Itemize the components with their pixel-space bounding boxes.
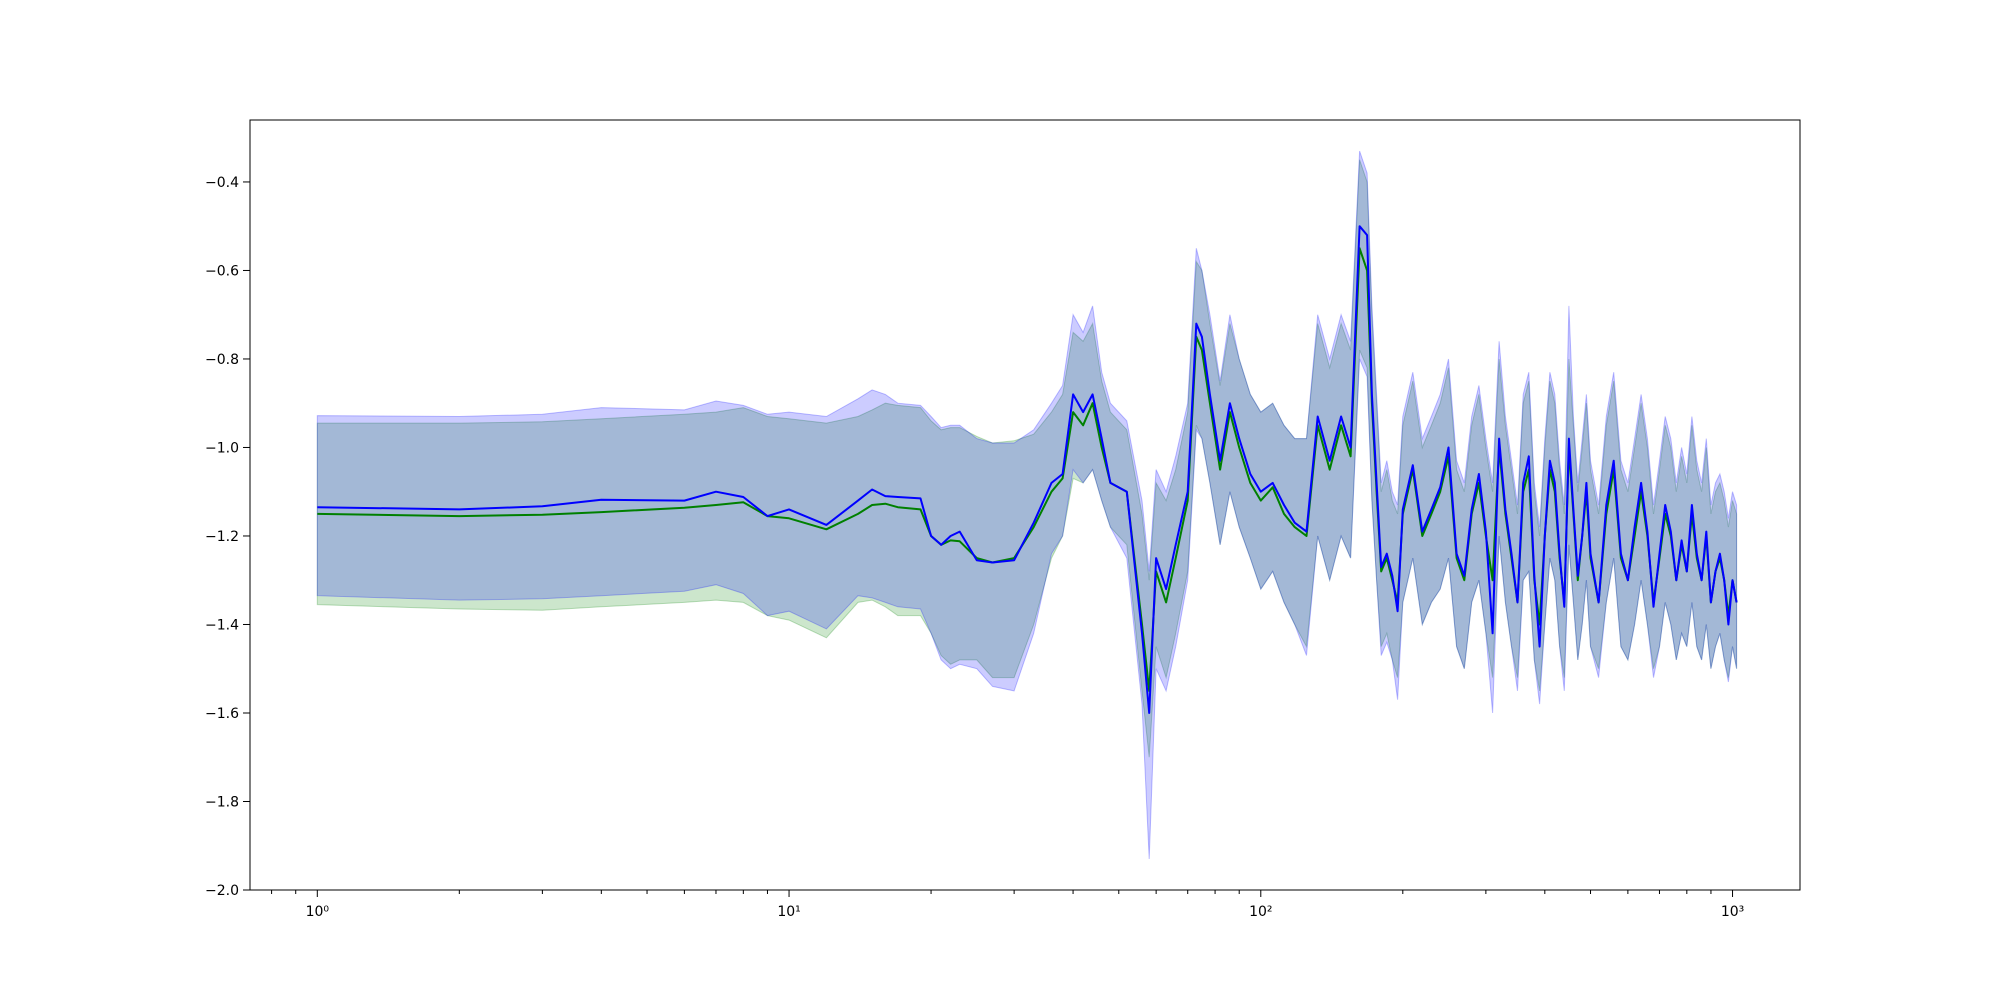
series-0-line: [317, 247, 1738, 692]
x-tick-label-0: 10⁰: [306, 904, 330, 920]
x-tick-label-1: 10¹: [777, 904, 800, 920]
y-axis: −0.4 −0.6 −0.8 −1.0 −1.2 −1.4 −1.6 −1.8 −2.0: [205, 175, 250, 899]
series-1-band: [316, 150, 1738, 860]
confidence-bands: [316, 150, 1738, 860]
series-lines: [317, 225, 1738, 714]
x-tick-label-2: 10²: [1249, 904, 1272, 920]
y-tick-label-5: −1.4: [205, 617, 239, 633]
y-tick-label-1: −0.6: [205, 263, 239, 279]
y-tick-label-0: −0.4: [205, 175, 239, 191]
plot-frame: [249, 119, 1801, 891]
y-tick-label-2: −0.8: [205, 352, 239, 368]
y-tick-label-7: −1.8: [205, 794, 239, 810]
x-axis: 10⁰ 10¹ 10² 10³: [271, 890, 1744, 920]
series-1-line: [317, 225, 1738, 714]
x-tick-label-3: 10³: [1721, 904, 1744, 920]
series-0-band: [316, 159, 1738, 758]
y-tick-label-8: −2.0: [205, 883, 239, 899]
y-tick-label-6: −1.6: [205, 706, 239, 722]
y-tick-label-4: −1.2: [205, 529, 239, 545]
y-tick-label-3: −1.0: [205, 440, 239, 456]
